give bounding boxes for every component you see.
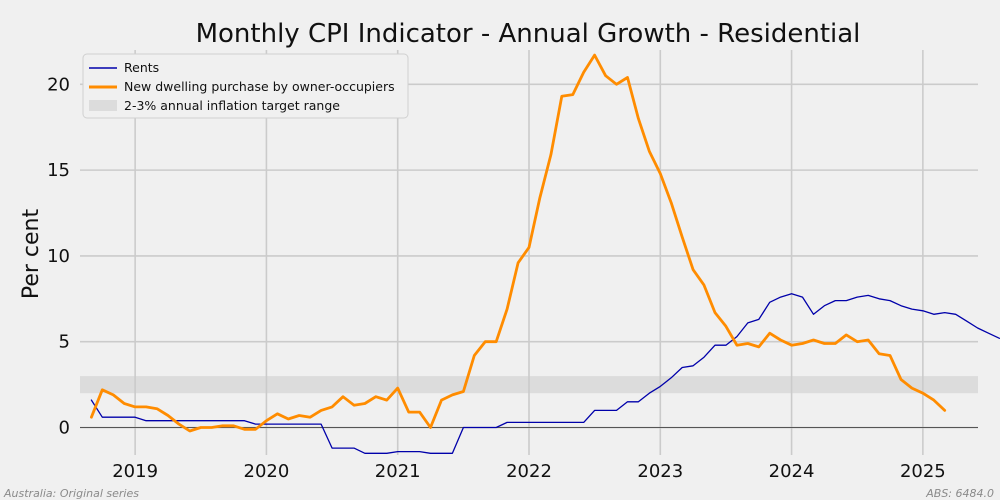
legend-label-new-dwelling: New dwelling purchase by owner-occupiers bbox=[124, 79, 395, 94]
series-layer bbox=[90, 53, 1000, 454]
x-tick-label: 2019 bbox=[112, 461, 158, 482]
y-tick-label: 0 bbox=[59, 418, 70, 439]
tick-label-layer: 2019 2020 2021 2022 2023 2024 2025 0 5 10 15 20 bbox=[47, 74, 946, 482]
x-tick-label: 2020 bbox=[244, 461, 290, 482]
legend-label-rents: Rents bbox=[124, 60, 159, 75]
footer-abs-reference: ABS: 6484.0 bbox=[925, 487, 994, 500]
y-tick-label: 15 bbox=[47, 160, 70, 181]
y-axis-label: Per cent bbox=[19, 209, 44, 300]
chart-title: Monthly CPI Indicator - Annual Growth - … bbox=[196, 19, 861, 49]
y-tick-label: 20 bbox=[47, 74, 70, 95]
x-tick-label: 2025 bbox=[900, 461, 946, 482]
x-tick-label: 2022 bbox=[506, 461, 552, 482]
legend-swatch-target-band bbox=[89, 100, 117, 111]
y-tick-label: 5 bbox=[59, 332, 70, 353]
y-tick-label: 10 bbox=[47, 246, 70, 267]
legend-label-target-band: 2-3% annual inflation target range bbox=[124, 98, 340, 113]
footer-source-note: Australia: Original series bbox=[3, 487, 139, 500]
x-tick-label: 2021 bbox=[375, 461, 421, 482]
x-tick-label: 2023 bbox=[637, 461, 683, 482]
new-dwelling-line bbox=[90, 53, 947, 433]
rents-line bbox=[90, 293, 1000, 454]
chart-legend: Rents New dwelling purchase by owner-occ… bbox=[82, 53, 409, 119]
x-tick-label: 2024 bbox=[769, 461, 815, 482]
legend-frame bbox=[82, 53, 409, 119]
